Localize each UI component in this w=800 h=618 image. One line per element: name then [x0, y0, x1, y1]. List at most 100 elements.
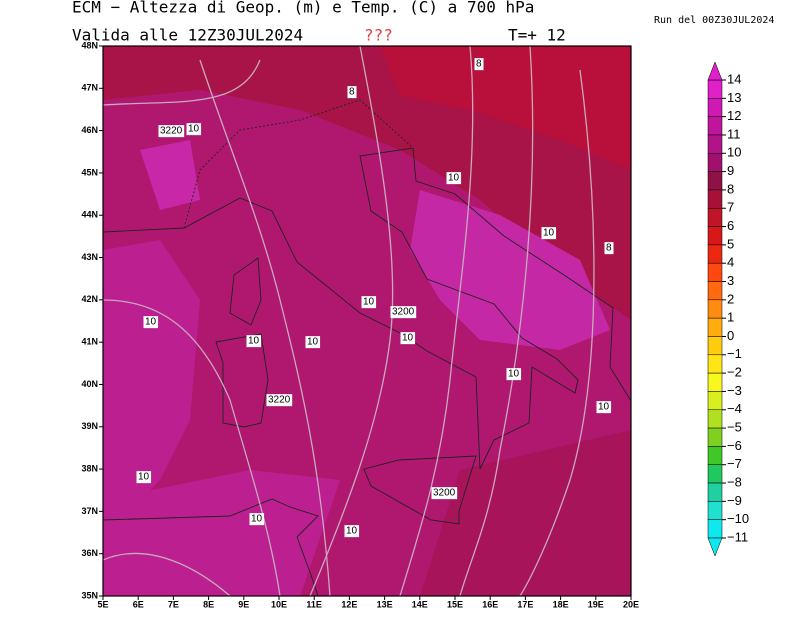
contour-label-box	[347, 86, 357, 99]
colorbar-label: 10	[727, 145, 741, 160]
colorbar-label: 0	[727, 328, 734, 343]
map-area	[102, 45, 632, 597]
lon-label: 16E	[482, 599, 498, 609]
contour-label-box	[596, 401, 612, 414]
lat-label: 35N	[81, 590, 98, 600]
colorbar-label: 13	[727, 90, 741, 105]
contour-label-box	[136, 471, 152, 484]
height-contour	[102, 552, 231, 597]
colorbar-label: 5	[727, 236, 734, 251]
colorbar-segment	[707, 281, 723, 301]
contour-label-box	[305, 336, 321, 349]
lat-label: 46N	[81, 125, 98, 135]
warm-region	[103, 240, 200, 540]
colorbar-label: −11	[727, 529, 748, 544]
colorbar-label: 11	[727, 126, 741, 141]
title: ECM − Altezza di Geop. (m) e Temp. (C) a…	[72, 0, 534, 17]
lat-label: 40N	[81, 379, 98, 389]
contour-label-box	[344, 525, 360, 538]
colorbar-segment	[707, 501, 723, 520]
colorbar-segment	[707, 391, 723, 411]
run-label: Run del 00Z30JUL2024	[654, 15, 774, 26]
contour-label: 10	[251, 514, 263, 525]
colorbar-segment	[707, 372, 723, 392]
map-frame	[102, 45, 632, 597]
contour-label: 10	[448, 173, 460, 184]
lon-label: 19E	[588, 599, 604, 609]
colorbar-label: −2	[727, 365, 742, 380]
contour-label: 10	[363, 297, 375, 308]
colorbar-segment	[707, 446, 723, 465]
height-contour	[102, 59, 261, 106]
colorbar-label: −3	[727, 383, 742, 398]
flag: ???	[364, 26, 393, 45]
colorbar-label: 3	[727, 273, 734, 288]
lat-label: 37N	[81, 506, 98, 516]
colorbar-segment	[707, 336, 723, 356]
colorbar-segment	[707, 354, 723, 374]
contour-label: 3220	[268, 395, 291, 406]
height-contour	[199, 59, 331, 597]
contour-label-box	[506, 368, 522, 381]
height-contour	[399, 45, 474, 597]
colorbar-label: 1	[727, 310, 734, 325]
contour-label-box	[604, 242, 614, 255]
lon-label: 14E	[412, 599, 428, 609]
valid-time: Valida alle 12Z30JUL2024	[72, 26, 303, 45]
border	[183, 99, 414, 229]
colorbar-label: −1	[727, 346, 742, 361]
contour-label-box	[266, 394, 293, 407]
lat-label: 38N	[81, 463, 98, 473]
lon-label: 11E	[306, 599, 322, 609]
contour-label: 10	[145, 317, 157, 328]
contour-label: 10	[307, 337, 319, 348]
lat-label: 47N	[81, 83, 98, 93]
colorbar-segment	[707, 134, 723, 154]
lon-label: 15E	[447, 599, 463, 609]
lon-label: 12E	[341, 599, 357, 609]
forecast-step: T=+ 12	[508, 26, 566, 45]
contour-label: 10	[248, 336, 260, 347]
contour-label: 10	[508, 369, 520, 380]
contour-label: 10	[138, 472, 150, 483]
contour-label-box	[246, 335, 262, 348]
lon-label: 10E	[271, 599, 287, 609]
colorbar-label: 14	[727, 71, 741, 86]
lon-label: 17E	[517, 599, 533, 609]
lon-label: 18E	[553, 599, 569, 609]
warm-region	[140, 140, 200, 210]
lat-label: 41N	[81, 337, 98, 347]
colorbar-segment	[707, 207, 723, 227]
contour-label: 8	[606, 243, 612, 254]
contour-label: 3200	[392, 307, 415, 318]
africa-coast	[102, 498, 319, 597]
warm-region	[410, 190, 610, 350]
contour-label: 3220	[160, 126, 183, 137]
contour-label: 3200	[433, 488, 456, 499]
contour-label: 10	[543, 228, 555, 239]
sardinia	[215, 333, 269, 428]
contour-label-box	[400, 332, 416, 345]
colorbar-label: −5	[727, 420, 742, 435]
contour-label-box	[541, 227, 557, 240]
colorbar-label: 4	[727, 255, 734, 270]
contour-labels: 8 8 3220 10 10 10 8 10 3200 10 10 10 10 …	[136, 58, 614, 538]
colorbar-segment	[707, 189, 723, 209]
colorbar-segment	[707, 171, 723, 191]
contour-label: 10	[346, 526, 358, 537]
colorbar-label: −9	[727, 493, 742, 508]
colorbar-segment	[707, 482, 723, 502]
contour-label-box	[361, 296, 377, 309]
sicily	[363, 455, 477, 525]
colorbar-segment	[707, 409, 723, 429]
contour-label-box	[158, 125, 185, 138]
contour-label: 10	[402, 333, 414, 344]
colorbar-segment	[707, 226, 723, 246]
colorbar-segment	[707, 153, 723, 172]
contour-label-box	[474, 58, 484, 71]
colorbar-segment	[707, 98, 723, 117]
colorbar-segment	[707, 317, 723, 337]
height-contour	[459, 45, 534, 597]
contour-label-box	[249, 513, 265, 526]
cool-region	[380, 46, 631, 170]
